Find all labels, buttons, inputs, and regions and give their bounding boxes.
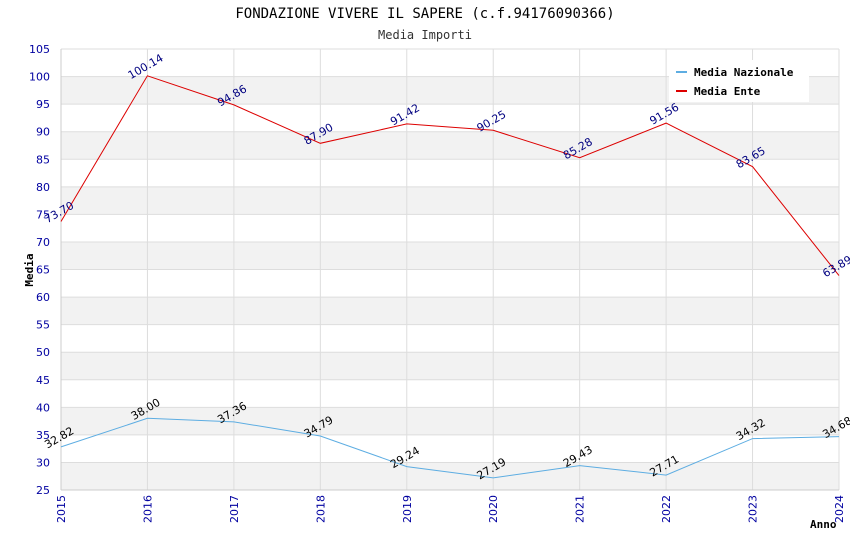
y-axis-ticks: 25 30 35 40 45 50 55 60 65 70 75 80 85 90 95 100 105	[29, 43, 50, 497]
y-tick-label: 45	[36, 374, 50, 387]
y-tick-label: 90	[36, 126, 50, 139]
y-tick-label: 25	[36, 484, 50, 497]
x-axis-label: Anno	[810, 518, 837, 531]
plot-band	[61, 241, 839, 270]
y-tick-label: 80	[36, 181, 50, 194]
y-tick-label: 40	[36, 401, 50, 414]
y-tick-label: 95	[36, 98, 50, 111]
legend-label: Media Ente	[694, 85, 761, 98]
plot-bands	[61, 76, 839, 490]
y-tick-label: 50	[36, 346, 50, 359]
y-tick-label: 65	[36, 264, 50, 277]
data-label: 73.70	[42, 199, 76, 226]
data-label: 90.25	[475, 108, 509, 135]
plot-band	[61, 407, 839, 435]
plot-band	[61, 297, 839, 325]
series-line	[60, 75, 840, 276]
y-tick-label: 105	[29, 43, 50, 56]
x-tick-label: 2024	[833, 495, 846, 523]
x-axis-ticks: 2015 2016 2017 2018 2019 2020 2021 2022 2023 2024	[55, 495, 846, 523]
x-tick-label: 2020	[487, 495, 500, 523]
series-lines	[60, 75, 840, 479]
chart-subtitle: Media Importi	[378, 28, 472, 42]
y-tick-label: 75	[36, 208, 50, 221]
x-tick-label: 2023	[747, 495, 760, 523]
y-tick-label: 60	[36, 291, 50, 304]
x-tick-label: 2019	[401, 495, 414, 523]
plot-band	[61, 462, 839, 490]
y-tick-label: 100	[29, 71, 50, 84]
grid-lines	[60, 48, 840, 491]
legend-label: Media Nazionale	[694, 66, 794, 79]
legend-box	[669, 60, 809, 102]
chart-title: FONDAZIONE VIVERE IL SAPERE (c.f.9417609…	[235, 6, 614, 22]
legend: Media Nazionale Media Ente	[669, 60, 809, 102]
y-axis-label: Media	[23, 253, 36, 286]
series-line	[60, 417, 840, 479]
x-tick-label: 2018	[314, 495, 327, 523]
x-tick-label: 2022	[660, 495, 673, 523]
y-tick-label: 70	[36, 236, 50, 249]
plot-band	[61, 352, 839, 380]
y-tick-label: 85	[36, 153, 50, 166]
x-tick-label: 2015	[55, 495, 68, 523]
x-tick-label: 2021	[574, 495, 587, 523]
y-tick-label: 30	[36, 456, 50, 469]
y-tick-label: 55	[36, 319, 50, 332]
y-tick-label: 35	[36, 429, 50, 442]
x-tick-label: 2017	[228, 495, 241, 523]
x-tick-label: 2016	[141, 495, 154, 523]
plot-band	[61, 131, 839, 160]
plot-band	[61, 186, 839, 215]
